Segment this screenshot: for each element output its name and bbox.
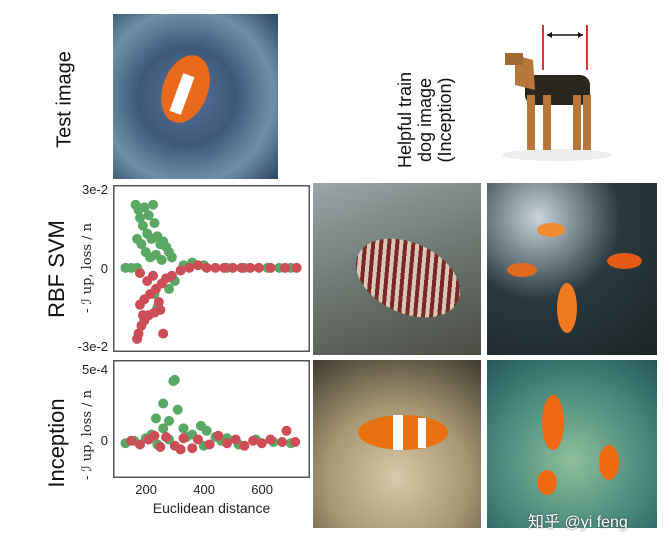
red-point [137, 310, 148, 321]
red-point [187, 443, 198, 454]
x-axis-label: Euclidean distance [152, 500, 271, 516]
label-helpful-train-image: Helpful train dog image (Inception) [395, 55, 455, 185]
test-image-clownfish [113, 14, 278, 179]
green-point [137, 220, 148, 231]
red-point [253, 262, 264, 273]
red-point [222, 438, 233, 449]
fish-body [358, 415, 448, 450]
red-point [193, 260, 204, 271]
inception-helpful-image-clownfish [313, 360, 481, 528]
inception-helpful-image-clownfish-reef [487, 360, 657, 528]
green-point [132, 233, 143, 244]
fish-body [537, 470, 557, 495]
green-point [178, 423, 189, 434]
red-point [175, 265, 186, 276]
x-tick: 600 [251, 482, 273, 497]
red-point [213, 430, 224, 441]
fish-stripe [418, 418, 426, 448]
lionfish [343, 223, 473, 333]
row-label-inception: Inception [44, 398, 69, 488]
green-point [143, 210, 154, 221]
y-tick: 0 [100, 261, 108, 276]
red-point [204, 439, 215, 450]
red-point [134, 439, 145, 450]
green-point [163, 283, 174, 294]
koi [537, 223, 565, 237]
row-label-rbf-svm: RBF SVM [44, 220, 69, 318]
red-point [161, 432, 172, 443]
red-point [265, 434, 276, 445]
green-point [163, 415, 174, 426]
helpful-dog-image [502, 25, 612, 161]
red-point [210, 262, 221, 273]
green-point [139, 202, 150, 213]
y-tick: -3e-2 [77, 339, 108, 354]
red-point [201, 262, 212, 273]
label-line: dog image [415, 77, 435, 163]
red-point [227, 262, 238, 273]
red-point [239, 440, 250, 451]
green-point [148, 199, 159, 210]
red-point [281, 425, 292, 436]
red-point [245, 262, 256, 273]
red-point [265, 262, 276, 273]
red-point [148, 270, 159, 281]
green-point [150, 413, 161, 424]
koi [557, 283, 577, 333]
green-point [166, 252, 177, 263]
green-point [156, 254, 167, 265]
fish-body [542, 395, 564, 450]
red-point [175, 444, 186, 455]
label-test-image: Test image [53, 51, 76, 148]
red-point [290, 436, 301, 447]
watermark: 知乎 @yi feng [528, 514, 628, 531]
green-point [172, 404, 183, 415]
red-point [277, 436, 288, 447]
red-point [291, 262, 302, 273]
red-point [166, 270, 177, 281]
green-point [158, 398, 169, 409]
red-point [219, 262, 230, 273]
red-point [256, 438, 267, 449]
inception-scatter-plot [113, 360, 310, 478]
red-point [126, 435, 137, 446]
rbf-helpful-image-lionfish [313, 183, 481, 355]
red-point [134, 268, 145, 279]
rbf-scatter-plot [113, 185, 310, 352]
x-tick: 200 [135, 482, 157, 497]
red-point [155, 304, 166, 315]
y-tick: 5e-4 [81, 362, 108, 377]
koi [507, 263, 537, 277]
green-point [158, 423, 169, 434]
koi [607, 253, 642, 269]
red-point [178, 433, 189, 444]
green-point [201, 425, 212, 436]
red-point [193, 434, 204, 445]
red-point [236, 262, 247, 273]
rbf-helpful-image-koi [487, 183, 657, 355]
red-point [248, 435, 259, 446]
y-tick: 3e-2 [81, 182, 108, 197]
red-point [184, 262, 195, 273]
red-point [155, 441, 166, 452]
green-point [149, 218, 160, 229]
label-line: Helpful train [395, 71, 415, 169]
red-point [149, 430, 160, 441]
label-line: (Inception) [435, 77, 455, 163]
y-tick: 0 [100, 433, 108, 448]
red-point [153, 297, 164, 308]
red-point [230, 434, 241, 445]
fish-stripe [393, 415, 403, 450]
fish-body [599, 445, 619, 480]
red-point [158, 328, 169, 339]
red-point [280, 262, 291, 273]
green-point [169, 374, 180, 385]
green-point [134, 212, 145, 223]
red-point [133, 328, 144, 339]
x-tick: 400 [193, 482, 215, 497]
